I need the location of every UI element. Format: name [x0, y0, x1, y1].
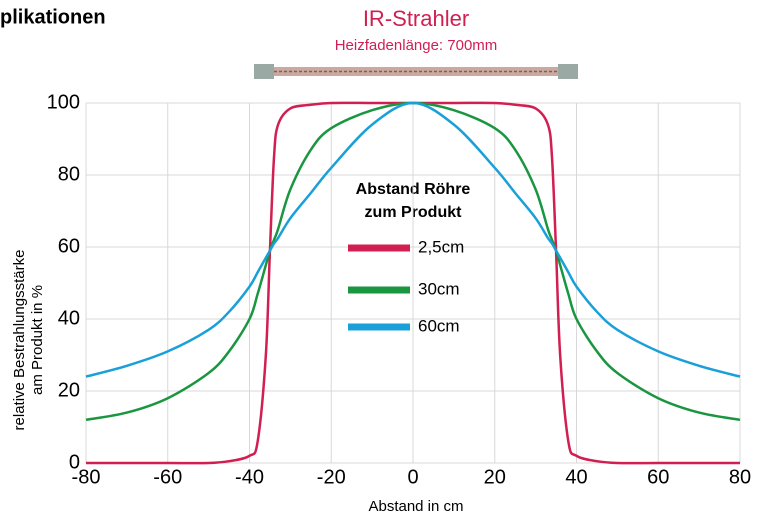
- x-tick-label: 80: [729, 466, 751, 488]
- x-axis-label: Abstand in cm: [368, 498, 463, 515]
- x-tick-label: 40: [565, 466, 587, 488]
- y-tick-label: 40: [58, 307, 80, 329]
- legend-label: 30cm: [418, 279, 460, 298]
- chart-subtitle: Heizfadenlänge: 700mm: [335, 37, 498, 54]
- x-tick-label: -20: [317, 466, 346, 488]
- line-series: [85, 101, 741, 378]
- y-tick-label: 100: [47, 91, 80, 113]
- x-tick-label: -40: [235, 466, 264, 488]
- x-tick-label: 0: [407, 466, 418, 488]
- legend-label: 2,5cm: [418, 237, 464, 256]
- chart-title: IR-Strahler: [363, 6, 469, 31]
- x-tick-label: 60: [647, 466, 669, 488]
- y-axis-label: am Produkt in %: [29, 285, 46, 395]
- y-tick-label: 0: [69, 451, 80, 473]
- y-axis-label: relative Bestrahlungsstärke: [11, 250, 28, 431]
- y-tick-label: 80: [58, 163, 80, 185]
- y-tick-label: 20: [58, 379, 80, 401]
- y-tick-label: 60: [58, 235, 80, 257]
- heater-image: [254, 64, 578, 79]
- cut-title: plikationen: [0, 6, 106, 28]
- x-tick-label: -60: [153, 466, 182, 488]
- legend-label: 60cm: [418, 316, 460, 335]
- x-tick-label: -80: [72, 466, 101, 488]
- x-tick-label: 20: [484, 466, 506, 488]
